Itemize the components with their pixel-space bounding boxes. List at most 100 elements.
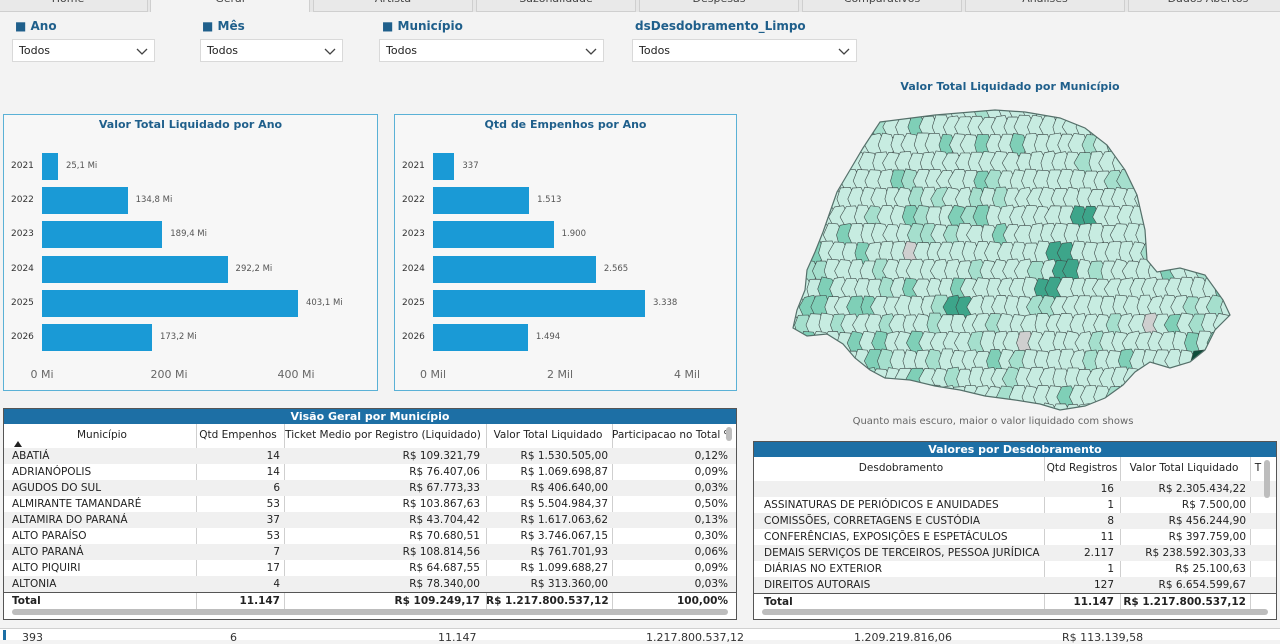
municipality-region[interactable]: [1172, 150, 1190, 175]
municipality-region[interactable]: [786, 367, 808, 391]
municipality-region[interactable]: [1201, 132, 1221, 157]
municipality-region[interactable]: [1213, 169, 1232, 193]
municipality-region[interactable]: [1159, 186, 1179, 212]
municipality-region[interactable]: [794, 169, 813, 193]
municipality-region[interactable]: [894, 403, 914, 415]
municipality-region[interactable]: [1194, 223, 1216, 248]
municipality-region[interactable]: [1146, 368, 1167, 391]
filter-municipio-select[interactable]: Todos: [379, 39, 604, 62]
municipality-region[interactable]: [789, 151, 808, 175]
municipality-region[interactable]: [1189, 204, 1208, 229]
column-header-participacao[interactable]: Participacao no Total %: [612, 429, 728, 441]
municipality-region[interactable]: [1212, 205, 1231, 230]
municipality-region[interactable]: [864, 100, 885, 121]
municipality-region[interactable]: [1164, 241, 1185, 265]
municipality-region[interactable]: [787, 259, 806, 283]
municipality-region[interactable]: [1087, 402, 1106, 415]
table-row[interactable]: AGUDOS DO SUL 6 R$ 67.773,33 R$ 406.640,00 0…: [4, 480, 736, 496]
municipality-region[interactable]: [804, 349, 824, 373]
municipality-region[interactable]: [1190, 384, 1210, 408]
column-header-ticket-medio[interactable]: Ticket Medio por Registro (Liquidado): [285, 429, 481, 441]
municipality-region[interactable]: [1220, 188, 1235, 211]
municipality-region[interactable]: [1160, 222, 1179, 248]
municipality-region[interactable]: [1135, 403, 1154, 416]
municipality-region[interactable]: [1207, 258, 1228, 283]
tab-geral[interactable]: Geral: [150, 0, 310, 12]
bar[interactable]: [433, 221, 554, 248]
municipality-region[interactable]: [1163, 169, 1185, 194]
municipality-region[interactable]: [1206, 114, 1226, 138]
municipality-region[interactable]: [1141, 385, 1163, 409]
municipality-region[interactable]: [797, 404, 819, 415]
municipality-region[interactable]: [1225, 386, 1235, 409]
municipality-region[interactable]: [1147, 188, 1167, 211]
municipality-region[interactable]: [810, 403, 831, 415]
municipality-region[interactable]: [1184, 150, 1205, 175]
municipality-region[interactable]: [1225, 276, 1235, 302]
municipality-region[interactable]: [1127, 385, 1151, 409]
tab-dados-abertos[interactable]: Dados Abertos: [1128, 0, 1280, 12]
municipality-region[interactable]: [1153, 100, 1172, 121]
municipality-region[interactable]: [809, 187, 833, 211]
municipality-region[interactable]: [806, 100, 827, 121]
bar[interactable]: [42, 256, 228, 283]
municipality-region[interactable]: [810, 150, 832, 176]
municipality-region[interactable]: [1154, 386, 1173, 409]
municipality-region[interactable]: [847, 402, 867, 415]
municipality-region[interactable]: [805, 168, 826, 194]
municipality-region[interactable]: [1225, 241, 1235, 265]
municipality-region[interactable]: [785, 242, 800, 266]
bar[interactable]: [42, 187, 128, 214]
municipality-region[interactable]: [865, 386, 885, 409]
municipality-region[interactable]: [846, 115, 867, 139]
tab-comparativos[interactable]: Comparativos: [802, 0, 962, 12]
municipality-region[interactable]: [1201, 168, 1223, 193]
bar[interactable]: [433, 187, 530, 214]
municipality-region[interactable]: [1226, 134, 1235, 158]
municipality-region[interactable]: [1148, 152, 1167, 175]
municipality-region[interactable]: [1176, 100, 1197, 121]
municipality-region[interactable]: [1201, 240, 1221, 265]
municipality-region[interactable]: [805, 384, 826, 409]
municipality-region[interactable]: [834, 115, 854, 139]
municipality-region[interactable]: [1182, 114, 1205, 140]
municipality-region[interactable]: [1182, 187, 1203, 212]
municipality-region[interactable]: [1217, 330, 1235, 355]
municipality-region[interactable]: [943, 402, 964, 415]
municipality-region[interactable]: [816, 349, 839, 373]
municipality-region[interactable]: [788, 332, 807, 356]
municipality-region[interactable]: [1169, 188, 1192, 212]
municipality-region[interactable]: [815, 100, 838, 120]
municipality-region[interactable]: [818, 132, 837, 157]
municipality-region[interactable]: [806, 132, 824, 157]
municipality-region[interactable]: [1206, 151, 1227, 176]
municipality-region[interactable]: [1159, 368, 1179, 391]
municipality-region[interactable]: [785, 205, 800, 229]
bar[interactable]: [433, 324, 528, 351]
municipality-region[interactable]: [1172, 223, 1191, 247]
column-header-valor-total[interactable]: Valor Total Liquidado: [1129, 462, 1239, 474]
municipality-region[interactable]: [1232, 403, 1235, 415]
tab-sazonalidade[interactable]: Sazonalidade: [476, 0, 636, 12]
municipality-region[interactable]: [1171, 115, 1193, 139]
municipality-region[interactable]: [1217, 259, 1235, 283]
municipality-region[interactable]: [1117, 384, 1138, 409]
table-row[interactable]: ALTO PARANÁ 7 R$ 108.814,56 R$ 761.701,93 0,…: [4, 544, 736, 560]
parana-choropleth-map[interactable]: [785, 100, 1235, 415]
municipality-region[interactable]: [1145, 223, 1167, 247]
municipality-region[interactable]: [793, 132, 813, 157]
municipality-region[interactable]: [1213, 242, 1232, 265]
municipality-region[interactable]: [1170, 367, 1192, 391]
municipality-region[interactable]: [785, 168, 801, 194]
municipality-region[interactable]: [877, 100, 896, 122]
municipality-region[interactable]: [902, 385, 922, 410]
municipality-region[interactable]: [854, 100, 874, 120]
municipality-region[interactable]: [785, 386, 803, 408]
municipality-region[interactable]: [1196, 186, 1215, 212]
column-header-valor-total[interactable]: Valor Total Liquidado: [493, 429, 603, 441]
municipality-region[interactable]: [931, 403, 950, 415]
table-row[interactable]: DEMAIS SERVIÇOS DE TERCEIROS, PESSOA JUR…: [754, 545, 1276, 561]
municipality-region[interactable]: [846, 366, 868, 391]
municipality-region[interactable]: [1140, 100, 1161, 121]
municipality-region[interactable]: [1212, 133, 1232, 157]
